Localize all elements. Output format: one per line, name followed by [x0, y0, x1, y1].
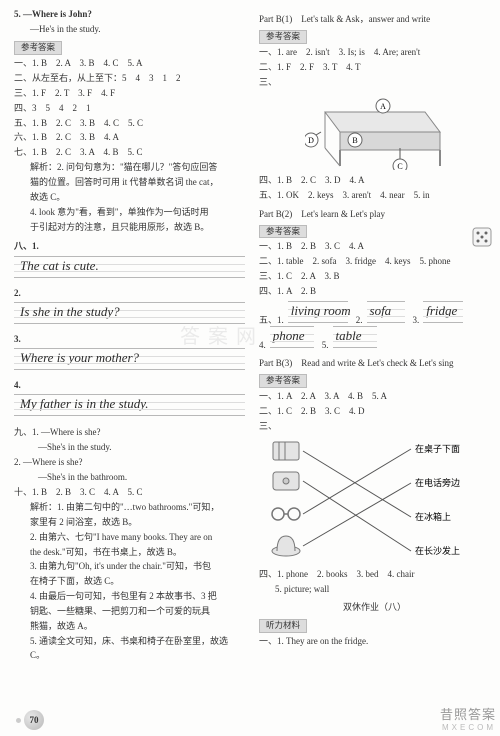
sec10-e2b: the desk."可知，书在书桌上，故选 B。 [14, 546, 245, 560]
cursive-text-3: Where is your mother? [20, 350, 139, 366]
corner-watermark: 昔照答案MXECOM [440, 704, 496, 732]
desk-C: C [397, 162, 402, 170]
sec10-e2a: 2. 由第六、七句"I have many books. They are on [14, 531, 245, 545]
glasses-icon [272, 508, 300, 520]
match-r1: 在桌子下面 [415, 443, 460, 454]
b2s2: 二、1. table 2. sofa 3. fridge 4. keys 5. … [259, 255, 490, 269]
sec8-block: 八、1. The cat is cute. [14, 239, 245, 278]
page-dot [16, 718, 21, 723]
sec10-e1a: 解析：1. 由第二句中的"…two bathrooms."可知， [14, 501, 245, 515]
sec10: 十、1. B 2. B 3. C 4. A 5. C [14, 486, 245, 500]
sec5: 五、1. B 2. C 3. B 4. C 5. C [14, 117, 245, 131]
sec6: 六、1. B 2. C 3. B 4. A [14, 131, 245, 145]
answer-key-label: 参考答案 [259, 374, 307, 388]
cursive-table: table [333, 326, 377, 348]
sec7: 七、1. B 2. C 3. A 4. B 5. C [14, 146, 245, 160]
b3s3-lbl: 三、 [259, 420, 490, 434]
cursive-line-1: The cat is cute. [14, 256, 245, 278]
match-diagram: 在桌子下面 在电话旁边 在冰箱上 在长沙发上 [265, 436, 485, 566]
right-column: Part B(1) Let's talk & Ask，answer and wr… [259, 8, 490, 664]
sec10-e3a: 3. 由第九句"Oh, it's under the chair."可知，书包 [14, 560, 245, 574]
sec10-e3b: 在椅子下面，故选 C。 [14, 575, 245, 589]
sec10-e4b: 钥匙、一些糖果、一把剪刀和一个可爱的玩具 [14, 605, 245, 619]
cursive-line-3: Where is your mother? [14, 348, 245, 370]
sec4: 四、3 5 4 2 1 [14, 102, 245, 116]
q5-question: 5. —Where is John? [14, 8, 245, 22]
sec10-e4c: 熊猫，故选 A。 [14, 620, 245, 634]
dice-icon [470, 225, 494, 249]
listen-1: 一、1. They are on the fridge. [259, 635, 490, 649]
b2s4: 四、1. A 2. B [259, 285, 490, 299]
sec8-n4: 4. [14, 380, 21, 390]
sec8-block: 2. Is she in the study? [14, 288, 245, 324]
cursive-living-room: living room [288, 301, 348, 323]
q5-answer: —He's in the study. [14, 23, 245, 37]
sec9-a2: —She's in the bathroom. [14, 471, 245, 485]
sec9-q2: 2. —Where is she? [14, 456, 245, 470]
answer-key-label: 参考答案 [259, 225, 307, 239]
match-r3: 在冰箱上 [415, 511, 451, 522]
books-icon [273, 442, 299, 460]
cursive-line-4: My father is in the study. [14, 394, 245, 416]
sec10-e5: 5. 通读全文可知，床、书桌和椅子在卧室里，故选 C。 [14, 635, 245, 663]
cursive-fridge: fridge [423, 301, 463, 323]
sec3: 三、1. F 2. T 3. F 4. F [14, 87, 245, 101]
sec1: 一、1. B 2. A 3. B 4. C 5. A [14, 57, 245, 71]
sec8-n2: 2. [14, 288, 21, 298]
page-number: 70 [16, 710, 44, 730]
desk-diagram: A B C D [305, 92, 445, 170]
sec10-e1b: 家里有 2 间浴室，故选 B。 [14, 516, 245, 530]
answer-key-label: 参考答案 [14, 41, 62, 55]
b3s2: 二、1. C 2. B 3. C 4. D [259, 405, 490, 419]
b3s4b: 5. picture; wall [259, 583, 490, 597]
b2s1: 一、1. B 2. B 3. C 4. A [259, 240, 490, 254]
cursive-text-1: The cat is cute. [20, 258, 99, 274]
sec9-a1: —She's in the study. [14, 441, 245, 455]
partB1-title: Part B(1) Let's talk & Ask，answer and wr… [259, 12, 490, 25]
b1s4: 四、1. B 2. C 3. D 4. A [259, 174, 490, 188]
cursive-text-2: Is she in the study? [20, 304, 120, 320]
b1s1: 一、1. are 2. isn't 3. Is; is 4. Are; aren… [259, 46, 490, 60]
center-watermark: 答案网 [180, 320, 264, 349]
answer-key-label: 参考答案 [259, 30, 307, 44]
b1s2: 二、1. F 2. F 3. T 4. T [259, 61, 490, 75]
n3: 3. [413, 315, 420, 325]
sec2: 二、从左至右，从上至下：5 4 3 1 2 [14, 72, 245, 86]
sec7-ex2c: 故选 C。 [14, 191, 245, 205]
partB3-title: Part B(3) Read and write & Let's check &… [259, 356, 490, 369]
sec7-ex2a: 解析：2. 问句句意为："猫在哪儿？"答句应回答 [14, 161, 245, 175]
sec8-n1: 八、1. [14, 239, 39, 252]
b1s3: 三、 [259, 76, 490, 90]
match-r2: 在电话旁边 [415, 477, 460, 488]
sec9-q1: 九、1. —Where is she? [14, 426, 245, 440]
n2: 2. [356, 315, 363, 325]
cursive-phone: phone [270, 326, 314, 348]
desk-A: A [380, 102, 386, 111]
sec10-e4a: 4. 由最后一句可知，书包里有 2 本故事书、3 把 [14, 590, 245, 604]
sec7-ex4a: 4. look 意为"看，看到"，单独作为一句话时用 [14, 206, 245, 220]
sec8-n3: 3. [14, 334, 21, 344]
n5: 5. [322, 340, 329, 350]
page-circle: 70 [24, 710, 44, 730]
sec7-ex4b: 于引起对方的注意，且只能用原形，故选 B。 [14, 221, 245, 235]
b2s3: 三、1. C 2. A 3. B [259, 270, 490, 284]
b3s1: 一、1. A 2. A 3. A 4. B 5. A [259, 390, 490, 404]
homework-title: 双休作业（八） [259, 601, 490, 615]
desk-D: D [308, 136, 314, 145]
hat-icon [272, 536, 300, 556]
sec7-ex2b: 猫的位置。回答时可用 it 代替单数名词 the cat， [14, 176, 245, 190]
cursive-sofa: sofa [367, 301, 405, 323]
sec8-block: 4. My father is in the study. [14, 380, 245, 416]
partB2-title: Part B(2) Let's learn & Let's play [259, 207, 490, 220]
b3s4: 四、1. phone 2. books 3. bed 4. chair [259, 568, 490, 582]
b2s5-row: 五、1. living room 2. sofa 3. fridge 4. ph… [259, 301, 490, 350]
cursive-text-4: My father is in the study. [20, 396, 149, 412]
desk-B: B [352, 136, 357, 145]
b1s5: 五、1. OK 2. keys 3. aren't 4. near 5. in [259, 189, 490, 203]
listening-label: 听力材料 [259, 619, 307, 633]
phone-icon [273, 472, 299, 490]
match-r4: 在长沙发上 [415, 545, 460, 556]
